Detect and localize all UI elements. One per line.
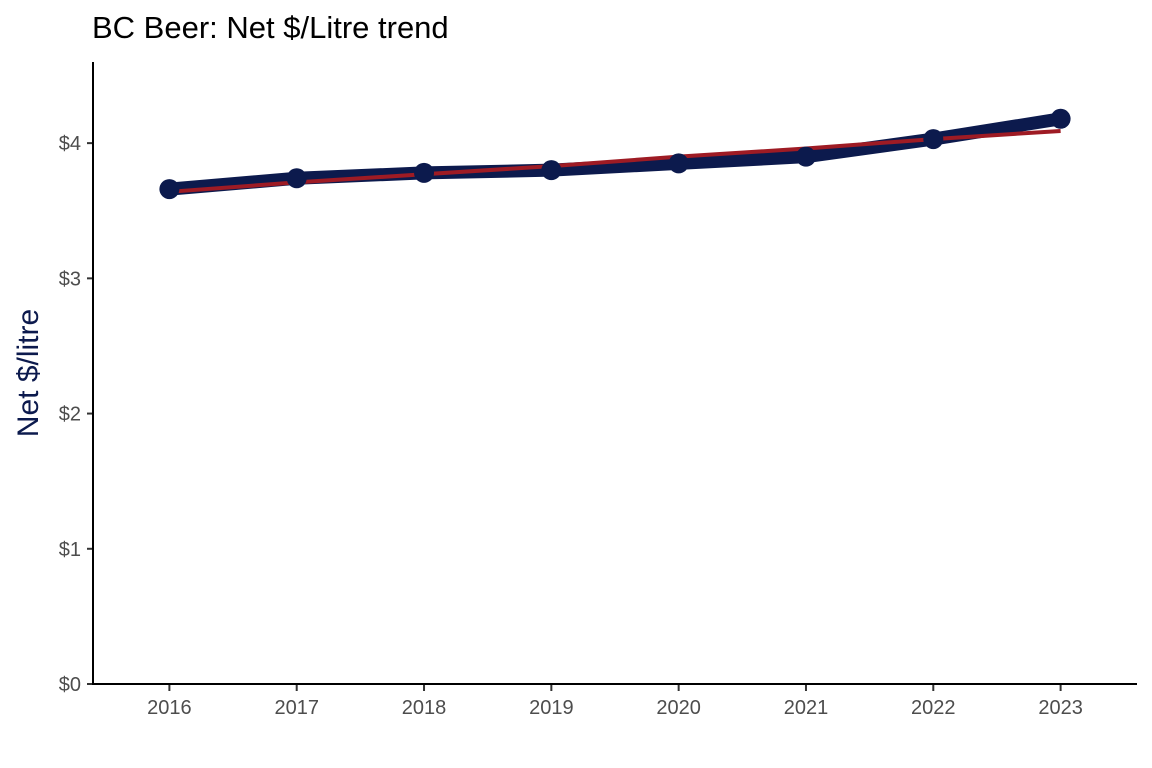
y-tick-label: $4 (59, 133, 81, 155)
x-tick-label: 2017 (274, 697, 319, 719)
data-point (159, 179, 180, 200)
series-layer (159, 108, 1071, 200)
data-point (923, 129, 944, 150)
data-point (668, 153, 689, 174)
x-tick-label: 2018 (402, 697, 447, 719)
data-point (541, 160, 562, 181)
chart-title: BC Beer: Net $/Litre trend (92, 10, 449, 45)
x-tick-label: 2021 (784, 697, 829, 719)
data-point (1050, 108, 1071, 129)
y-tick-label: $1 (59, 539, 81, 561)
y-axis-label: Net $/litre (12, 309, 45, 437)
y-tick-label: $2 (59, 404, 81, 426)
y-axis-ticks: $0 $1 $2 $3 $4 (59, 133, 93, 696)
x-tick-label: 2019 (529, 697, 574, 719)
y-tick-label: $0 (59, 674, 81, 696)
trend-line (169, 128, 1061, 194)
x-axis-ticks: 2016 2017 2018 2019 2020 2021 2022 2023 (147, 684, 1083, 719)
data-point (414, 162, 435, 183)
data-point (795, 146, 816, 167)
x-tick-label: 2023 (1038, 697, 1083, 719)
y-tick-label: $3 (59, 268, 81, 290)
x-tick-label: 2016 (147, 697, 192, 719)
data-point (286, 168, 307, 189)
x-tick-label: 2020 (656, 697, 701, 719)
x-tick-label: 2022 (911, 697, 956, 719)
